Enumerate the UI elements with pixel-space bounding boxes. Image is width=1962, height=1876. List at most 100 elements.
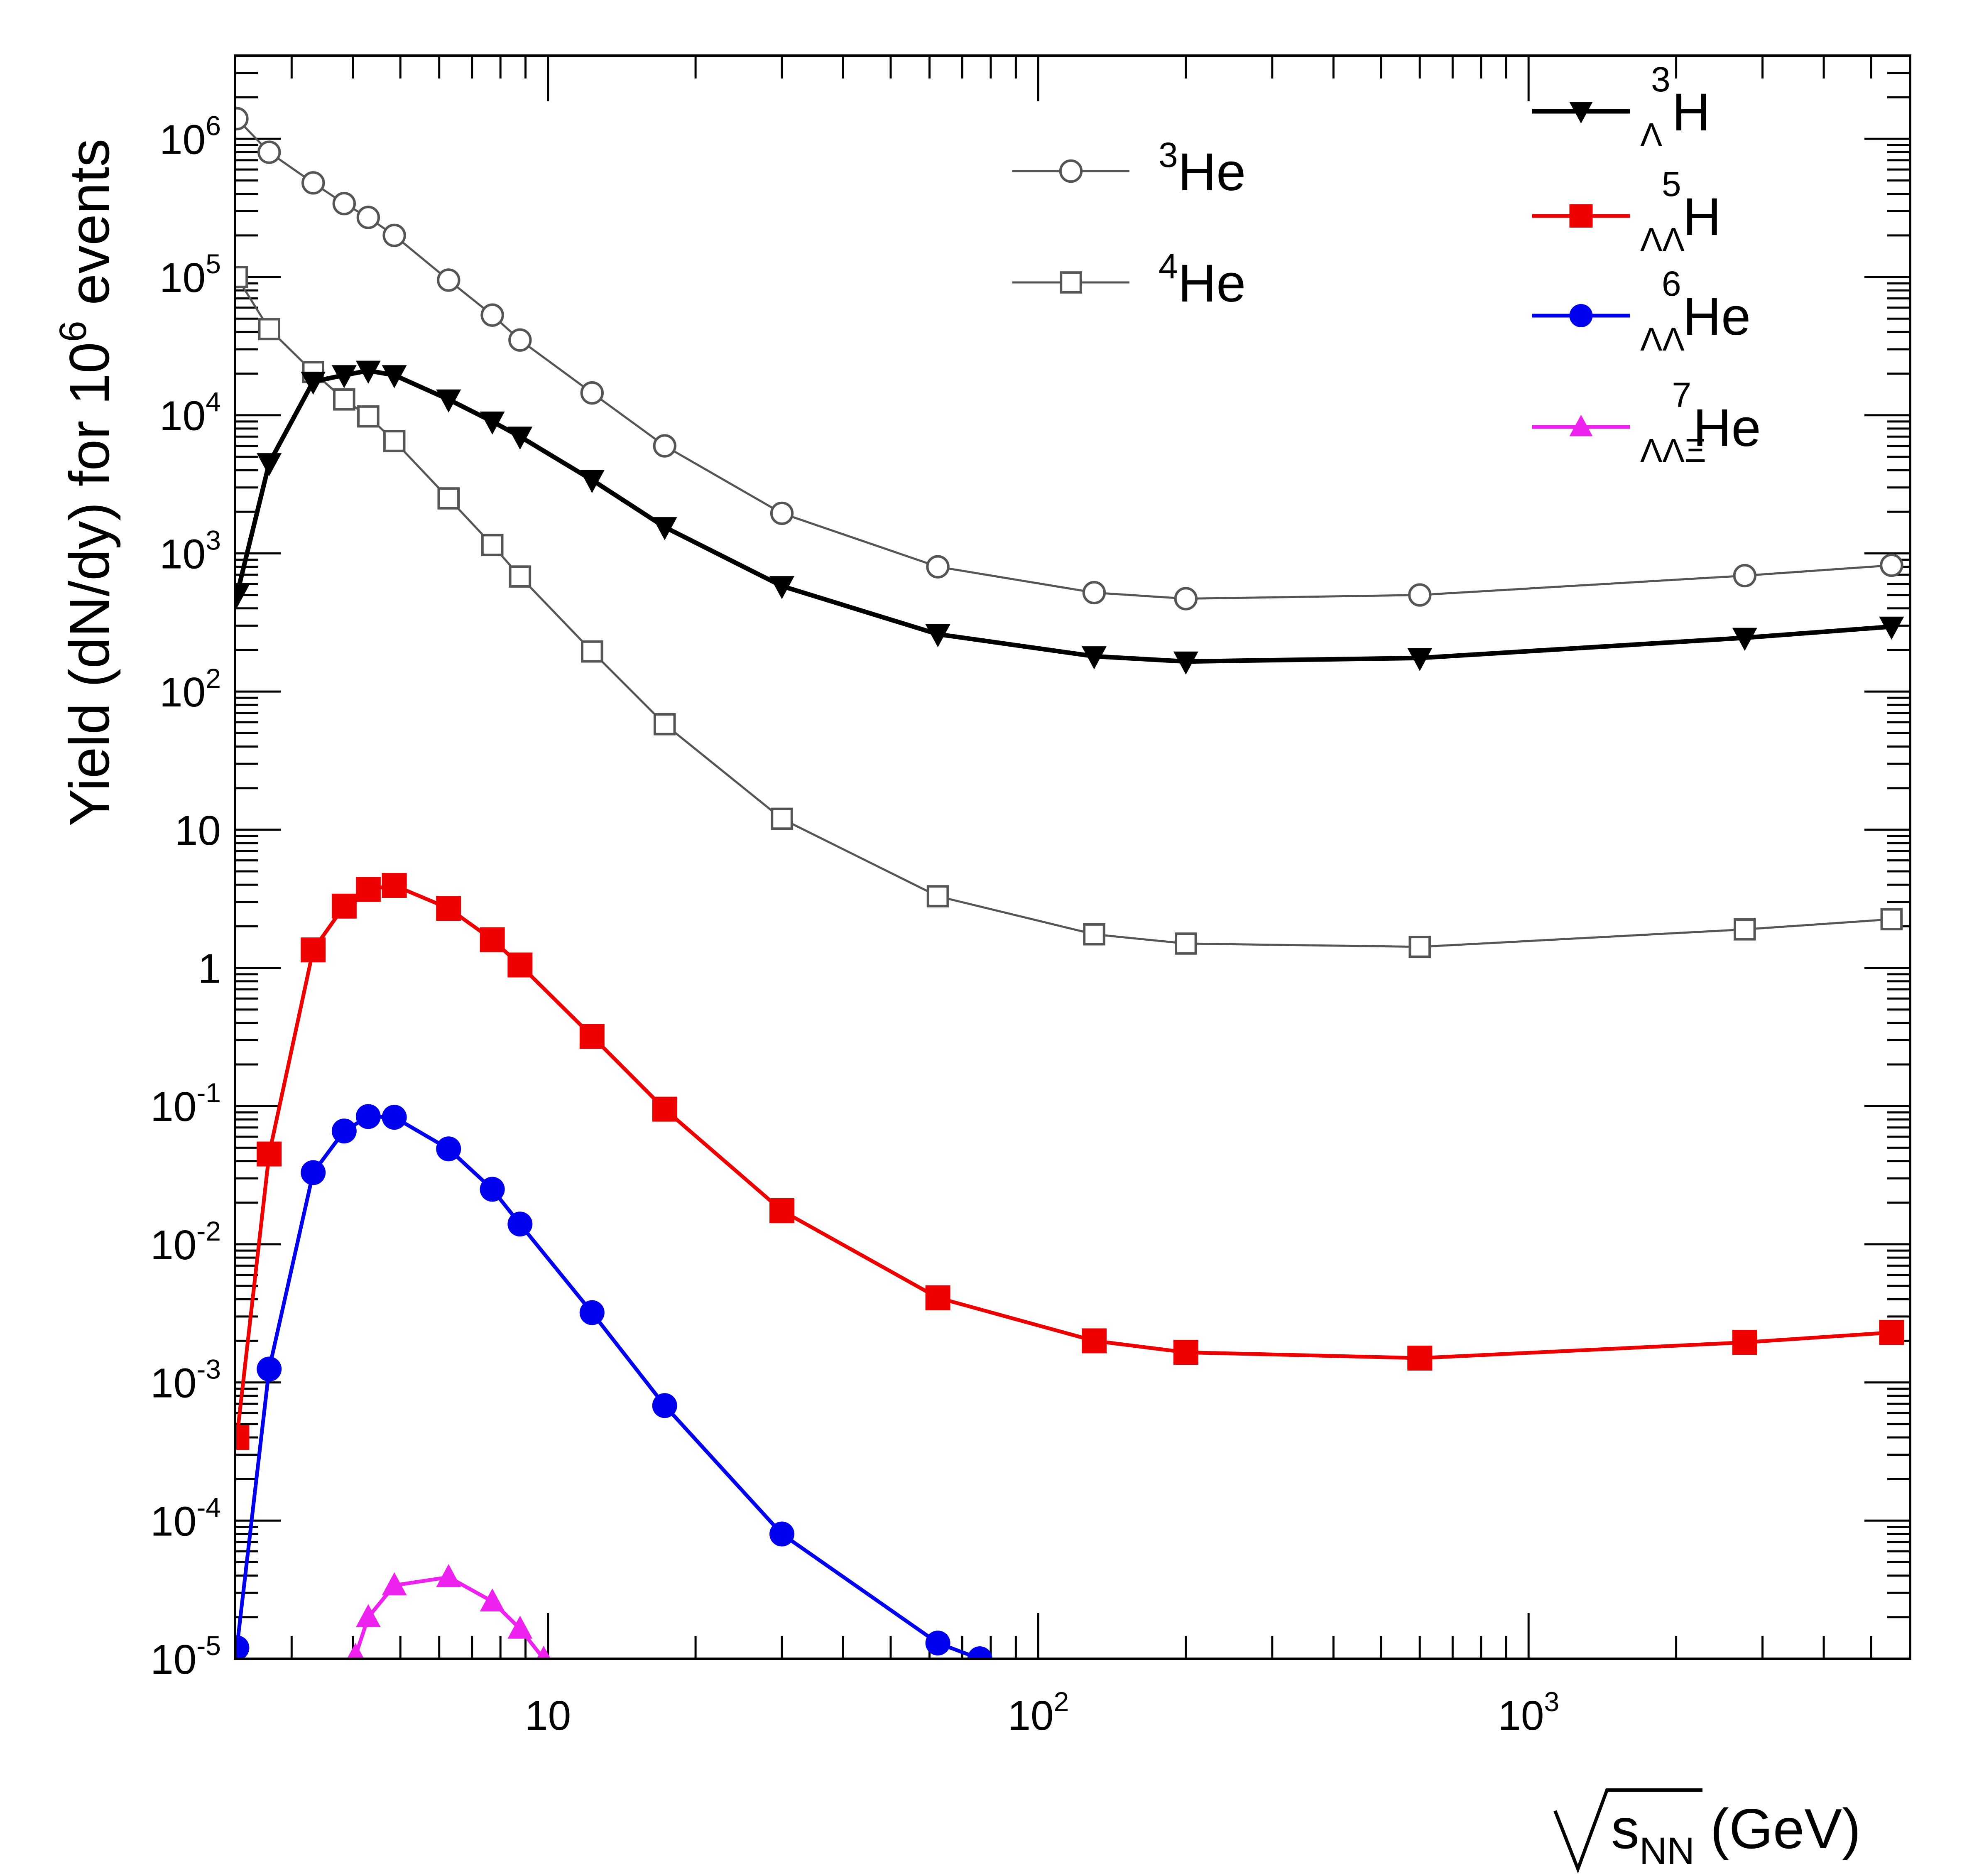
data-point-he6ll — [579, 1300, 605, 1325]
data-point-he7llx — [507, 1616, 533, 1639]
data-point-he6ll — [331, 1118, 357, 1144]
data-point-he3 — [235, 107, 249, 130]
data-point-h5ll — [257, 1141, 282, 1167]
legend-label-h5ll: ΛΛ5H — [1640, 164, 1721, 258]
x-tick-label: 102 — [1007, 1686, 1069, 1739]
data-point-h3l — [1407, 648, 1433, 671]
data-point-h5ll — [301, 937, 326, 963]
data-point-he4 — [581, 640, 603, 663]
legend-marker-he3 — [1059, 159, 1083, 183]
data-point-he3 — [1733, 564, 1756, 588]
data-point-he7llx — [382, 1572, 407, 1596]
data-point-h3l — [1879, 616, 1904, 640]
legend-marker-he4 — [1060, 271, 1082, 294]
legend-marker-h5ll — [1569, 204, 1593, 228]
data-point-he6ll — [967, 1646, 992, 1659]
plot-frame — [234, 54, 1911, 1660]
y-tick-label: 102 — [159, 663, 221, 716]
data-point-he3 — [332, 191, 356, 216]
tick-marks — [235, 54, 1911, 1660]
data-point-h3l — [1732, 628, 1757, 651]
series-he4 — [235, 266, 1903, 958]
data-point-h5ll — [507, 952, 533, 978]
data-point-he4 — [383, 430, 406, 452]
legend-entry-he4: 4He — [1012, 247, 1246, 313]
data-point-he4 — [481, 534, 504, 557]
data-point-he3 — [653, 434, 676, 458]
data-point-he3 — [1880, 553, 1903, 577]
data-point-he3 — [1174, 587, 1198, 611]
y-tick-label: 1 — [198, 946, 221, 992]
data-point-he4 — [1880, 908, 1903, 931]
data-point-he4 — [235, 266, 248, 288]
data-point-h5ll — [235, 1425, 250, 1450]
data-point-he6ll — [652, 1393, 677, 1418]
series-h5ll — [235, 873, 1904, 1450]
y-tick-label: 10-5 — [150, 1630, 221, 1683]
y-tick-label: 10-3 — [150, 1354, 221, 1407]
data-point-he3 — [580, 381, 604, 405]
legend-label-he4: 4He — [1159, 247, 1246, 313]
data-point-h3l — [1081, 646, 1107, 669]
data-point-he6ll — [355, 1104, 381, 1129]
data-point-h5ll — [1173, 1340, 1198, 1365]
data-point-h3l — [355, 360, 381, 384]
data-point-h5ll — [331, 893, 357, 919]
data-point-h5ll — [355, 877, 381, 902]
data-point-h3l — [382, 365, 407, 388]
data-point-he6ll — [257, 1356, 282, 1382]
data-point-he3 — [1408, 583, 1432, 607]
data-point-he7llx — [347, 1643, 364, 1659]
series-he6ll — [235, 1104, 992, 1659]
data-point-he3 — [257, 140, 281, 164]
y-tick-label: 10-2 — [150, 1216, 221, 1268]
data-point-h3l — [579, 470, 605, 493]
data-point-he3 — [301, 171, 325, 195]
data-point-he3 — [1082, 581, 1106, 605]
data-point-he6ll — [507, 1211, 533, 1237]
legend-entry-h3l: Λ3H — [1532, 60, 1710, 153]
data-point-he4 — [258, 318, 281, 341]
legend-label-he3: 3He — [1159, 135, 1246, 202]
data-point-h3l — [769, 576, 795, 599]
data-point-he4 — [771, 807, 793, 830]
legend-entry-h5ll: ΛΛ5H — [1532, 164, 1721, 258]
data-point-h3l — [652, 517, 677, 540]
data-point-he4 — [653, 713, 676, 736]
data-point-he4 — [1083, 923, 1105, 946]
data-point-h3l — [301, 371, 326, 395]
data-point-h5ll — [1407, 1346, 1433, 1371]
data-point-h5ll — [1732, 1330, 1757, 1355]
axis-titles: sNN (GeV) Yield (dN/dy) for 106 events — [52, 139, 1861, 1874]
data-point-he7llx — [355, 1604, 381, 1627]
data-point-he3 — [508, 328, 532, 352]
y-axis-title: Yield (dN/dy) for 106 events — [52, 139, 121, 826]
y-tick-label: 103 — [159, 525, 221, 577]
data-point-h5ll — [1081, 1328, 1107, 1354]
data-point-he7llx — [480, 1588, 505, 1611]
data-point-he6ll — [925, 1631, 950, 1656]
legend-label-he6ll: ΛΛ6He — [1640, 264, 1751, 358]
data-point-h3l — [436, 389, 461, 413]
data-point-h3l — [480, 411, 505, 435]
data-point-h5ll — [436, 895, 461, 921]
data-point-he4 — [437, 487, 460, 510]
y-tick-label: 10 — [175, 807, 221, 854]
data-point-he3 — [770, 501, 794, 525]
data-point-he6ll — [301, 1160, 326, 1185]
data-point-he4 — [333, 388, 355, 411]
data-point-h5ll — [1879, 1320, 1904, 1345]
data-point-he7llx — [536, 1645, 551, 1659]
series-he3 — [235, 107, 1903, 611]
y-tick-label: 105 — [159, 248, 221, 301]
data-point-h5ll — [579, 1024, 605, 1049]
data-point-h5ll — [480, 927, 505, 952]
data-point-he3 — [437, 268, 460, 292]
data-point-he4 — [1733, 918, 1756, 941]
y-tick-label: 10-4 — [150, 1492, 221, 1545]
data-point-h5ll — [769, 1198, 795, 1224]
data-point-he4 — [1175, 932, 1197, 955]
x-tick-label: 103 — [1498, 1686, 1559, 1739]
